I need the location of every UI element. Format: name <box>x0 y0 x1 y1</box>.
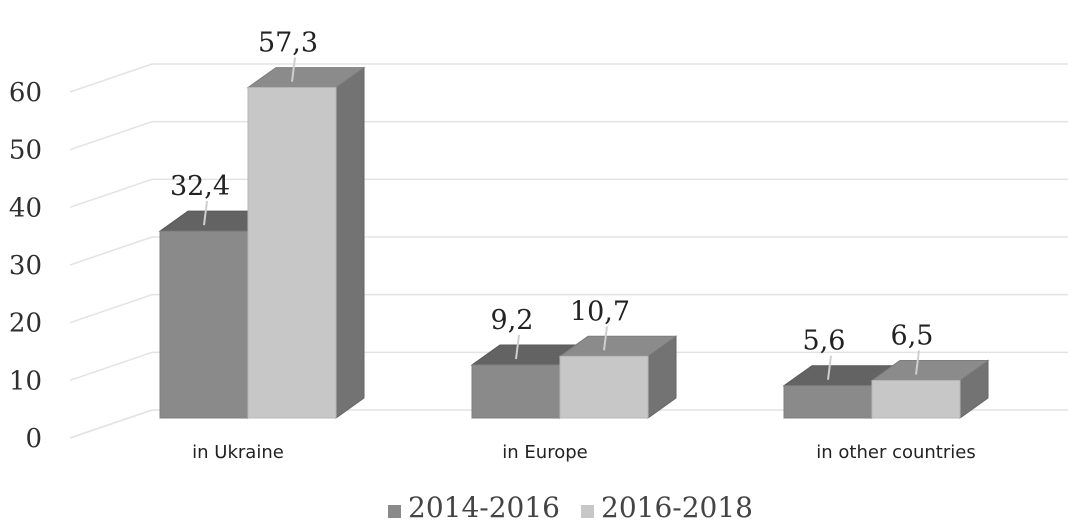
y-tick-label: 30 <box>9 251 42 281</box>
value-label-leader-2-1 <box>915 350 920 375</box>
grid-line-diagonal <box>69 351 153 382</box>
grid-line-diagonal <box>69 409 153 439</box>
grid-line-diagonal <box>69 63 153 93</box>
bar-2-0 <box>783 385 873 419</box>
bar-2-1 <box>871 380 961 419</box>
legend-label-0: 2014-2016 <box>408 491 560 524</box>
value-label-1-1: 10,7 <box>570 296 630 327</box>
value-label-leader-2-0 <box>827 355 832 380</box>
value-label-2-0: 5,6 <box>803 326 846 357</box>
category-label-0: in Ukraine <box>192 442 284 463</box>
y-tick-label: 20 <box>9 309 42 339</box>
value-label-1-0: 9,2 <box>491 305 534 336</box>
grid-line-diagonal <box>69 293 153 324</box>
y-tick-label: 50 <box>9 136 42 166</box>
value-label-leader-0-1 <box>291 57 296 82</box>
bar-0-0 <box>159 230 249 419</box>
bar-0-1-side <box>335 66 365 419</box>
bar-0-1 <box>247 87 337 419</box>
legend-swatch-0 <box>388 505 401 518</box>
grid-line-diagonal <box>69 236 153 266</box>
y-axis-tick-labels: 0 10 20 30 40 50 60 <box>9 78 42 454</box>
value-label-leader-1-1 <box>603 326 608 351</box>
category-label-1: in Europe <box>502 442 587 463</box>
y-tick-label: 10 <box>9 366 42 396</box>
y-tick-label: 40 <box>9 193 42 223</box>
bar-1-1 <box>559 355 649 419</box>
y-tick-label: 60 <box>9 78 42 108</box>
legend-label-1: 2016-2018 <box>601 491 753 524</box>
value-label-2-1: 6,5 <box>891 321 934 352</box>
grid-line-diagonal <box>69 178 153 209</box>
legend-swatch-1 <box>581 505 594 518</box>
value-label-0-1: 57,3 <box>258 28 318 59</box>
category-labels: in Ukraine in Europe in other countries <box>192 442 976 463</box>
category-label-2: in other countries <box>816 442 975 463</box>
value-label-leader-1-0 <box>515 334 520 360</box>
value-labels: 32,4 57,3 9,2 10,7 5,6 6,5 <box>170 28 934 380</box>
value-label-0-0: 32,4 <box>170 171 230 202</box>
legend: 2014-2016 2016-2018 <box>388 491 753 524</box>
grid-line-diagonal <box>69 120 153 151</box>
value-label-leader-0-0 <box>203 201 208 226</box>
y-tick-label: 0 <box>25 424 42 454</box>
bar-1-0 <box>471 364 561 419</box>
bars <box>158 66 990 419</box>
